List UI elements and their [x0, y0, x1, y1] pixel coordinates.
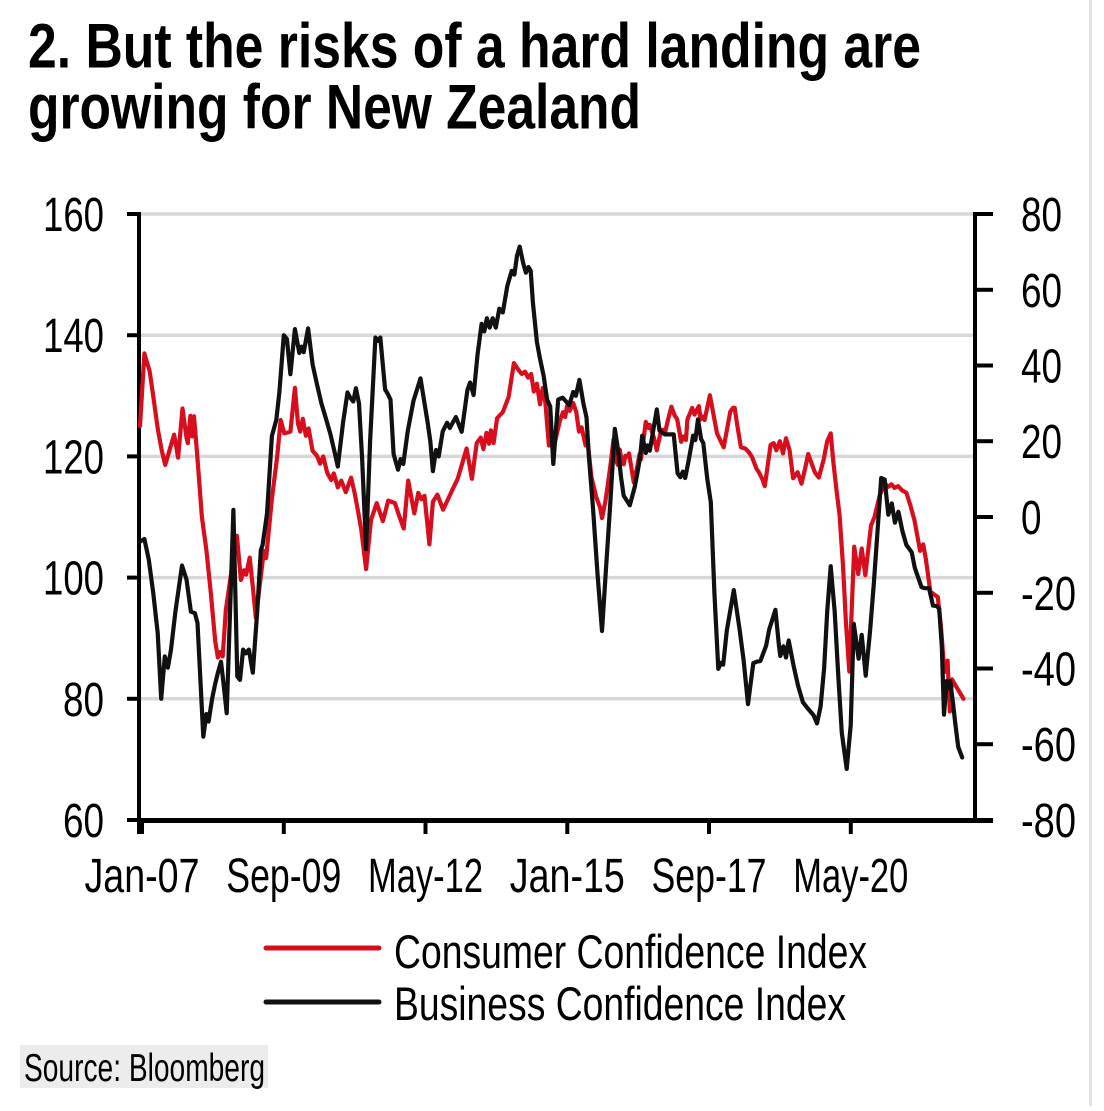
- svg-text:Sep-17: Sep-17: [652, 850, 767, 903]
- svg-text:-60: -60: [1021, 719, 1076, 772]
- svg-text:-40: -40: [1021, 644, 1076, 697]
- svg-text:-20: -20: [1021, 568, 1076, 621]
- svg-text:80: 80: [63, 674, 104, 727]
- svg-text:160: 160: [43, 189, 104, 242]
- svg-text:80: 80: [1021, 189, 1062, 242]
- svg-text:0: 0: [1021, 492, 1042, 545]
- svg-text:60: 60: [63, 795, 104, 848]
- svg-text:Jan-07: Jan-07: [85, 850, 200, 903]
- svg-text:May-12: May-12: [368, 850, 483, 903]
- svg-text:Consumer Confidence Index: Consumer Confidence Index: [394, 925, 867, 978]
- svg-text:100: 100: [43, 553, 104, 606]
- svg-text:20: 20: [1021, 416, 1062, 469]
- svg-text:40: 40: [1021, 341, 1062, 394]
- svg-text:-80: -80: [1021, 795, 1076, 848]
- svg-text:May-20: May-20: [793, 850, 908, 903]
- svg-text:Business Confidence Index: Business Confidence Index: [394, 977, 846, 1030]
- svg-text:60: 60: [1021, 265, 1062, 318]
- svg-text:120: 120: [43, 431, 104, 484]
- svg-text:Jan-15: Jan-15: [510, 850, 625, 903]
- svg-text:Sep-09: Sep-09: [226, 850, 341, 903]
- svg-text:Source: Bloomberg: Source: Bloomberg: [24, 1047, 265, 1090]
- svg-text:growing for New Zealand: growing for New Zealand: [28, 73, 641, 143]
- svg-text:140: 140: [43, 310, 104, 363]
- svg-text:2. But the risks of a hard lan: 2. But the risks of a hard landing are: [28, 12, 921, 82]
